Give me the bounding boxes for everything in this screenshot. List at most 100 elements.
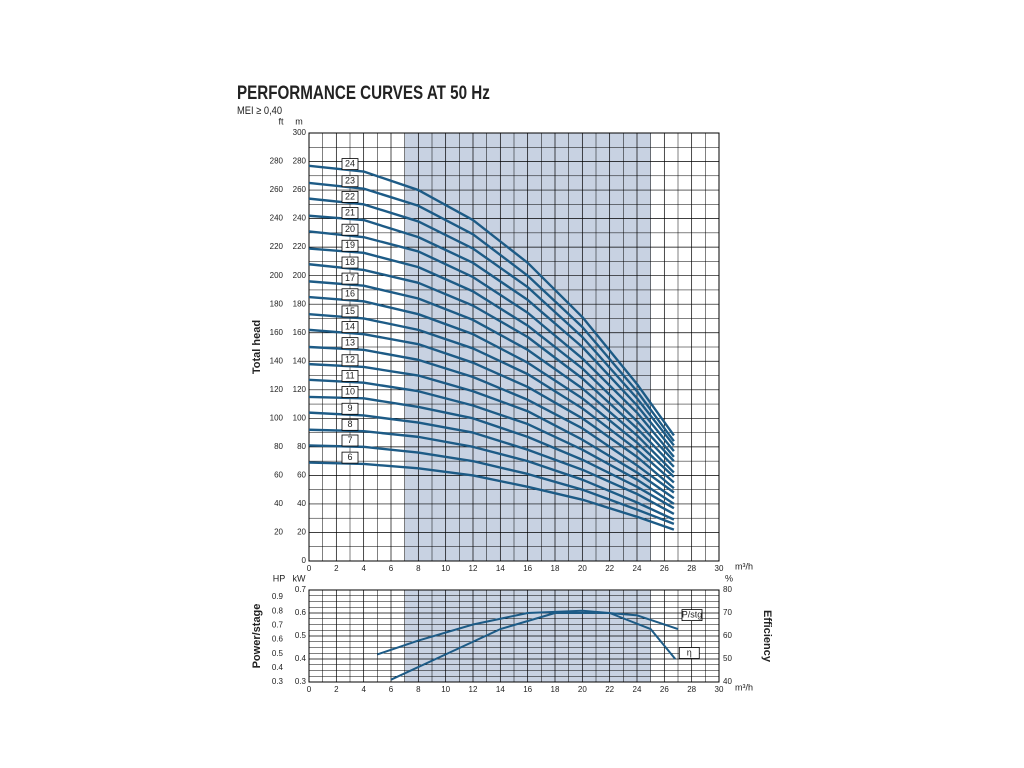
curve-label: 12 <box>345 355 355 365</box>
y2-tick-label: 260 <box>270 185 284 194</box>
y2-tick-label: 80 <box>274 442 283 451</box>
curve-label: 14 <box>345 321 355 331</box>
x-tick-label: 16 <box>523 564 532 573</box>
y-unit: m <box>295 116 303 126</box>
y2-tick-label: 220 <box>270 242 284 251</box>
curve-label-box <box>341 337 359 350</box>
curve-label: 13 <box>345 338 355 348</box>
x-tick-label: 28 <box>687 685 696 694</box>
curve <box>308 395 675 510</box>
y-axis-label: Total head <box>251 320 263 374</box>
curve-label-box <box>341 434 359 447</box>
curve-label-box <box>341 354 359 367</box>
x-tick-label: 12 <box>469 564 478 573</box>
y-tick-label: 100 <box>293 413 307 422</box>
x-tick-label: 8 <box>416 564 421 573</box>
title: PERFORMANCE CURVES AT 50 Hz <box>237 81 490 103</box>
y-tick-label: 80 <box>297 442 306 451</box>
curve-label-box <box>341 402 359 415</box>
y2-tick-label: 120 <box>270 385 284 394</box>
y-unit: kW <box>293 573 307 583</box>
x-tick-label: 18 <box>551 685 560 694</box>
x-tick-label: 14 <box>496 564 505 573</box>
curve <box>308 345 675 494</box>
x-tick-label: 12 <box>469 685 478 694</box>
x-tick-label: 10 <box>441 564 450 573</box>
curve-label: η <box>687 647 692 657</box>
x-tick-label: 30 <box>715 685 724 694</box>
y2-unit: ft <box>278 116 284 126</box>
curve-label: 15 <box>345 306 355 316</box>
curve-label: 10 <box>345 386 355 396</box>
hp-tick-label: 0.6 <box>272 635 284 644</box>
x-tick-label: 22 <box>605 685 614 694</box>
curve-label-box <box>341 158 359 170</box>
curve-label-box <box>341 223 359 236</box>
y2-tick-label: 200 <box>270 271 284 280</box>
x-tick-label: 8 <box>416 685 421 694</box>
curve-label: 8 <box>347 419 352 429</box>
x-tick-label: 28 <box>687 564 696 573</box>
y-tick-label: 0.5 <box>295 631 307 640</box>
curve-label: 19 <box>345 240 355 250</box>
x-unit: m³/h <box>735 682 753 692</box>
y2-tick-label: 160 <box>270 328 284 337</box>
curve-label: 21 <box>345 207 355 217</box>
y2-tick-label: 280 <box>270 157 284 166</box>
y-tick-label: 20 <box>297 528 306 537</box>
x-tick-label: 26 <box>660 564 669 573</box>
curve-label-box <box>341 288 359 301</box>
x-tick-label: 6 <box>389 685 394 694</box>
curve <box>308 411 675 515</box>
curve <box>308 247 675 462</box>
curve-label: 7 <box>347 435 352 445</box>
curve-label: 20 <box>345 224 355 234</box>
curve-label-box <box>681 609 703 621</box>
y-tick-label: 280 <box>293 157 307 166</box>
curve-label: 6 <box>347 452 352 462</box>
y2-tick-label: 240 <box>270 214 284 223</box>
x-unit: m³/h <box>735 561 753 571</box>
y-tick-label: 0.6 <box>295 608 307 617</box>
curve-label-box <box>678 647 700 659</box>
x-tick-label: 0 <box>307 685 312 694</box>
y2-axis-label: Efficiency <box>761 610 773 663</box>
curve <box>308 280 675 474</box>
y2-tick-label: 60 <box>723 631 732 640</box>
y-tick-label: 60 <box>297 471 306 480</box>
y-tick-label: 200 <box>293 271 307 280</box>
curve <box>308 230 675 458</box>
y-tick-label: 160 <box>293 328 307 337</box>
curve <box>377 609 679 656</box>
curve-label: 9 <box>347 403 352 413</box>
y-tick-label: 0.3 <box>295 677 307 686</box>
curve <box>308 328 675 490</box>
y-tick-label: 0.7 <box>295 585 307 594</box>
curve-label-box <box>341 418 359 431</box>
y-tick-label: 0.4 <box>295 654 307 663</box>
curve <box>308 164 675 437</box>
curve-label: 11 <box>345 370 354 380</box>
curve-label-box <box>341 321 359 333</box>
curve <box>308 312 675 484</box>
y-tick-label: 120 <box>293 385 307 394</box>
x-tick-label: 0 <box>307 564 312 573</box>
x-tick-label: 14 <box>496 685 505 694</box>
curve <box>308 181 675 442</box>
subtitle: MEI ≥ 0,40 <box>237 105 282 117</box>
curve-label-box <box>341 386 359 398</box>
y2-tick-label: 100 <box>270 413 284 422</box>
y-tick-label: 180 <box>293 299 307 308</box>
y2-tick-label: 50 <box>723 654 732 663</box>
hp-tick-label: 0.5 <box>272 649 284 658</box>
curve-label: P/stg <box>682 609 703 619</box>
hp-unit: HP <box>273 573 286 583</box>
y2-tick-label: 40 <box>274 499 283 508</box>
plot-frame <box>308 589 720 683</box>
curve-label: 18 <box>345 257 355 267</box>
curve <box>308 444 675 526</box>
x-tick-label: 4 <box>361 564 366 573</box>
curve-label: 23 <box>345 176 355 186</box>
curve-label-box <box>341 191 359 203</box>
